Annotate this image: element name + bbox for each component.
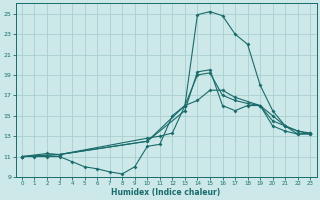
- X-axis label: Humidex (Indice chaleur): Humidex (Indice chaleur): [111, 188, 221, 197]
